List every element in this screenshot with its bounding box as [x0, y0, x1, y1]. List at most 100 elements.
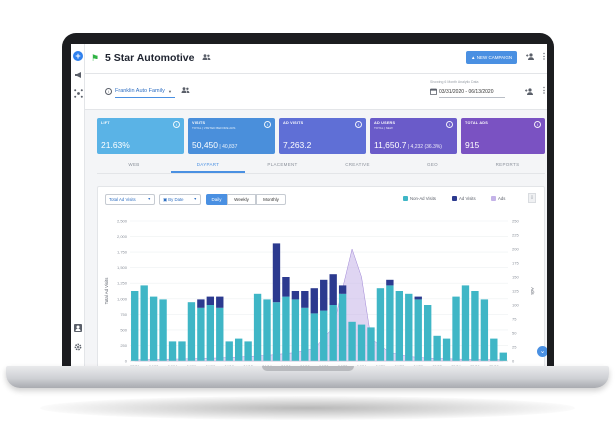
megaphone-icon[interactable] [73, 70, 83, 80]
calendar-icon [430, 88, 437, 97]
kpi-card-visits[interactable]: VISITS TOTAL | VISITED BEFORE ADS i 50,4… [188, 118, 275, 154]
kpi-value: 50,450 | 40,837 [192, 140, 238, 150]
bar-non-ad-visits [291, 299, 300, 361]
bar-non-ad-visits [168, 341, 177, 361]
bar-non-ad-visits [159, 299, 167, 361]
download-icon[interactable]: ⇩ [528, 193, 536, 203]
bar-ad-visits [197, 299, 205, 308]
date-range-field[interactable]: 03/31/2020 - 06/13/2020 [439, 87, 505, 98]
bar-non-ad-visits [329, 305, 337, 361]
more-icon[interactable]: ⋮ [540, 86, 547, 95]
add-icon[interactable]: + [73, 51, 83, 61]
calendar-icon: ▣ [163, 197, 168, 202]
chevron-down-icon: ▼ [147, 197, 151, 201]
kpi-card-total-ads[interactable]: TOTAL ADS i 915 [461, 118, 545, 154]
laptop-shadow [40, 396, 575, 420]
weekly-toggle[interactable]: Weekly [227, 194, 256, 205]
bar-non-ad-visits [395, 291, 404, 361]
new-campaign-button[interactable]: ▲ NEW CAMPAIGN [466, 51, 518, 64]
bar-non-ad-visits [471, 291, 479, 361]
add-person-icon[interactable] [526, 53, 535, 62]
checkbox-icon [452, 196, 457, 201]
bar-non-ad-visits [405, 293, 413, 361]
y2-tick-label: 125 [512, 289, 519, 294]
tab-placement[interactable]: PLACEMENT [267, 162, 298, 167]
info-icon[interactable]: i [355, 121, 362, 128]
bar-non-ad-visits [131, 291, 139, 361]
bar-non-ad-visits [225, 341, 233, 361]
sort-select[interactable]: ▣ By Date ▼ [159, 194, 201, 205]
people-icon[interactable] [202, 53, 211, 62]
tab-creative[interactable]: CREATIVE [345, 162, 370, 167]
bar-ad-visits [320, 279, 328, 311]
y-tick-label: 1,000 [117, 296, 128, 301]
tab-geo[interactable]: GEO [427, 162, 438, 167]
y2-tick-label: 75 [512, 317, 517, 322]
legend-ads[interactable]: Ads [491, 196, 505, 201]
tab-reports[interactable]: REPORTS [495, 162, 520, 167]
tab-web[interactable]: WEB [128, 162, 140, 167]
y-tick-label: 1,750 [117, 250, 128, 255]
bar-non-ad-visits [282, 296, 290, 361]
bar-non-ad-visits [310, 313, 318, 361]
chevron-down-icon: ▼ [193, 197, 197, 201]
y-tick-label: 1,250 [117, 281, 128, 286]
tab-bar: WEB DAYPART PLACEMENT CREATIVE GEO REPOR… [97, 156, 545, 174]
bar-non-ad-visits [216, 307, 224, 361]
settings-icon[interactable] [73, 342, 83, 352]
bar-ad-visits [216, 296, 224, 308]
monthly-toggle[interactable]: Monthly [256, 194, 286, 205]
more-icon[interactable]: ⋮ [540, 52, 547, 61]
bar-non-ad-visits [452, 296, 460, 361]
account-select[interactable]: Franklin Auto Family [115, 85, 175, 98]
bar-ad-visits [272, 243, 281, 303]
y2-tick-label: 200 [512, 247, 519, 252]
y2-tick-label: 250 [512, 219, 519, 224]
legend-ad-visits[interactable]: Ad Visits [452, 196, 476, 201]
bar-non-ad-visits [461, 285, 470, 361]
bar-non-ad-visits [206, 305, 215, 361]
kpi-value: 7,263.2 [283, 140, 312, 150]
bar-non-ad-visits [187, 302, 196, 361]
info-icon[interactable]: i [534, 121, 541, 128]
chart-svg: 2,5002,0001,7501,5001,2501,0007505002500… [104, 219, 535, 370]
info-icon[interactable]: i [264, 121, 271, 128]
legend-non-ad-visits[interactable]: Non-Ad Visits [403, 196, 436, 201]
y2-tick-label: 25 [512, 345, 517, 350]
scroll-down-button[interactable]: ⌄ [537, 346, 547, 357]
info-icon[interactable]: i [173, 121, 180, 128]
bar-non-ad-visits [253, 293, 262, 361]
daily-toggle[interactable]: Daily [206, 194, 227, 205]
metric-select[interactable]: Total Ad Visits ▼ [105, 194, 155, 205]
tab-daypart[interactable]: DAYPART [171, 156, 245, 173]
bar-non-ad-visits [376, 288, 385, 361]
kpi-card-ad-users[interactable]: AD USERS TOTAL | NEW i 11,650.7 | 4,232 … [370, 118, 457, 154]
network-icon[interactable] [73, 88, 83, 98]
bar-ad-visits [301, 291, 309, 308]
bar-non-ad-visits [499, 352, 507, 361]
bar-ad-visits [329, 274, 337, 305]
checkbox-icon [403, 196, 408, 201]
user-icon[interactable] [73, 323, 83, 333]
y-tick-label: 2,000 [117, 234, 128, 239]
bar-non-ad-visits [348, 321, 356, 361]
info-icon[interactable]: i [446, 121, 453, 128]
bar-non-ad-visits [338, 293, 347, 361]
kpi-card-lift[interactable]: LIFT i 21.63% [97, 118, 184, 154]
kpi-value: 21.63% [101, 140, 130, 150]
y2-axis-title: Ads [530, 287, 535, 294]
bar-non-ad-visits [234, 338, 243, 361]
bar-non-ad-visits [367, 327, 375, 361]
chevron-down-icon: ▼ [168, 89, 172, 94]
left-rail: + [71, 44, 85, 370]
y-tick-label: 250 [120, 343, 127, 348]
top-header: ⚑ 5 Star Automotive ▲ NEW CAMPAIGN ⋮ [85, 44, 547, 74]
page-title: 5 Star Automotive [105, 52, 195, 64]
kpi-card-ad-visits[interactable]: AD VISITS i 7,263.2 [279, 118, 366, 154]
y2-tick-label: 50 [512, 331, 517, 336]
people-icon[interactable] [181, 87, 190, 95]
bar-non-ad-visits [178, 341, 186, 361]
sub-header: i Franklin Auto Family ▼ Showing 6 Month… [85, 74, 547, 110]
checkbox-icon [491, 196, 496, 201]
add-person-icon[interactable] [525, 88, 534, 97]
